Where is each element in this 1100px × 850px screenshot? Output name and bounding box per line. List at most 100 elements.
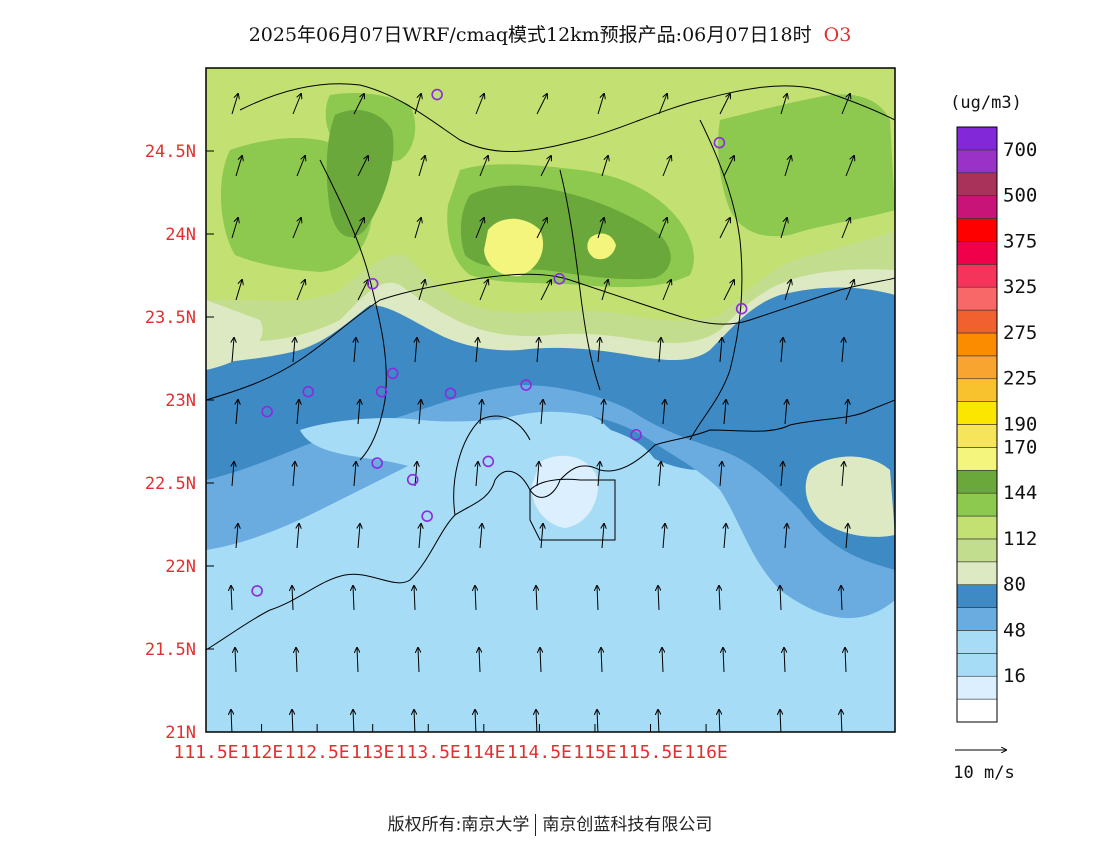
station-marker [261,405,273,418]
wind-arrow [419,400,421,425]
wind-arrow [479,648,480,673]
lon-label: 112.5E [285,742,350,763]
concentration-field [206,68,895,732]
lon-label: 115.5E [618,742,683,763]
wind-arrow [480,524,482,549]
legend-label: 225 [1003,368,1037,390]
wind-arrow [357,156,368,177]
wind-arrow [601,156,608,177]
station-marker [421,510,433,523]
legend-swatch [956,286,998,311]
wind-arrow [598,462,600,487]
wind-arrow [842,338,844,363]
wind-arrow [292,710,293,732]
legend-swatch [956,195,998,219]
legend-swatch [956,538,998,563]
wind-arrow [785,524,787,549]
wind-arrow [540,280,551,301]
wind-arrow [296,648,297,673]
wind-arrow [536,218,547,239]
wind-arrow [414,218,421,239]
band-160-180 [484,218,616,277]
wind-arrow [597,218,604,239]
wind-arrow [841,218,850,239]
wind-arrow [658,586,659,611]
wind-arrow [845,648,846,673]
wind-arrow [353,94,364,115]
wind-arrow [296,156,305,177]
station-marker [251,585,263,597]
legend-label: 325 [1003,276,1037,298]
lon-label: 114.5E [507,742,572,763]
wind-arrow [415,338,417,363]
footer-separator [535,814,537,836]
lat-label: 22N [165,557,196,577]
wind-arrow [719,94,730,115]
station-marker [431,88,443,101]
wind-arrow [841,586,842,611]
wind-arrow [475,218,484,239]
legend-swatch [956,492,998,517]
monitoring-stations [251,88,748,597]
wind-arrow [662,280,671,301]
footer-right: 南京创蓝科技有限公司 [542,815,713,835]
station-marker [713,136,726,149]
legend-swatch [956,172,998,196]
wind-arrow [541,400,543,425]
legend-label: 190 [1003,414,1037,436]
longitude-axis: 111.5E 112E 112.5E 113E 113.5E 114E 114.5E 115E… [173,724,728,763]
wind-arrow [353,586,354,611]
wind-arrow [292,218,301,239]
legend-label: 500 [1003,185,1037,207]
pocket-verylow [531,455,599,528]
wind-arrow [724,524,726,549]
wind-arrow [540,648,541,673]
lat-label: 24.5N [145,142,196,162]
wind-arrow [541,524,543,549]
wind-arrow [480,400,482,425]
wind-arrow [418,156,425,177]
station-marker [630,429,642,441]
legend-label: 275 [1003,322,1037,344]
wind-arrow [784,648,785,673]
legend-swatch [956,149,998,174]
station-marker [735,302,748,315]
wind-arrow [658,94,667,115]
wind-arrow [536,94,547,115]
border-internal-3 [559,169,601,391]
wind-arrow [537,462,539,487]
wind-arrow [232,462,234,487]
legend-swatch [956,630,998,654]
lat-label: 23.5N [145,308,196,328]
legend-swatch [956,378,998,402]
wind-arrow [235,648,236,673]
station-marker [444,387,457,400]
wind-arrow [719,710,720,732]
wind-arrow [723,648,724,673]
lon-label: 113E [351,742,394,763]
wind-arrow [784,280,791,301]
legend-label: 112 [1003,528,1037,550]
legend-label: 48 [1003,619,1026,641]
wind-arrow [235,280,242,301]
latitude-axis: 21N 21.5N 22N 22.5N 23N 23.5N 24N 24.5N [145,142,214,743]
station-marker [371,457,383,469]
wind-arrow [540,156,551,177]
wind-arrow [292,94,301,115]
wind-arrow [479,156,488,177]
legend-swatch [956,675,998,700]
legend-label: 700 [1003,139,1037,161]
lat-label: 24N [165,225,196,245]
wind-arrow [296,280,305,301]
wind-arrow [358,524,360,549]
wind-arrow [357,648,358,673]
boundary-lines [206,83,895,651]
wind-arrow [723,156,734,177]
wind-arrow [536,710,537,732]
wind-arrow [601,280,608,301]
wind-arrow [845,156,854,177]
lat-label: 21N [165,723,196,743]
wind-arrow [601,648,602,673]
legend-swatch [956,218,998,242]
wind-arrow [719,586,720,611]
